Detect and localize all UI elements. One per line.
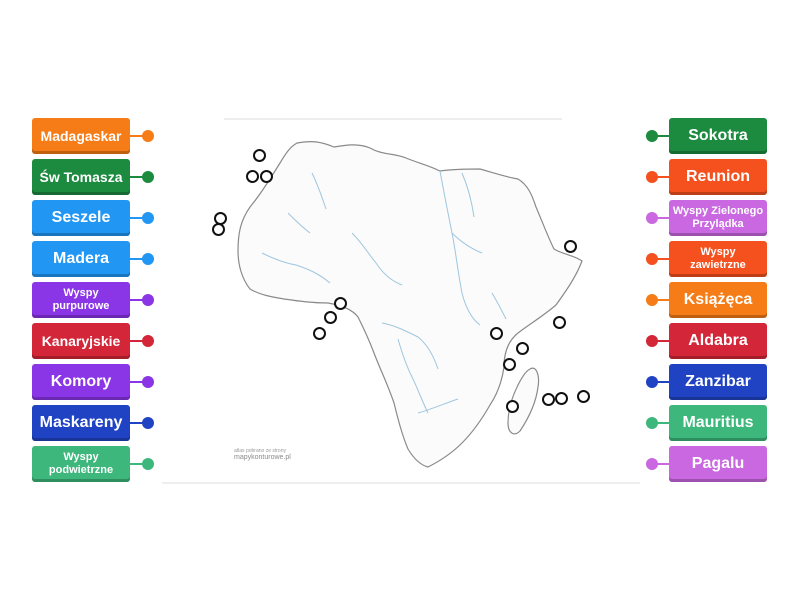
drag-handle-dot[interactable]: [142, 212, 154, 224]
map-target-marker[interactable]: [577, 390, 590, 403]
drag-handle-dot[interactable]: [646, 458, 658, 470]
drag-handle-dot[interactable]: [142, 171, 154, 183]
label-pagalu[interactable]: Pagalu: [669, 446, 767, 482]
drag-handle-dot[interactable]: [142, 253, 154, 265]
label-wyspy-purpurowe[interactable]: Wyspy purpurowe: [32, 282, 130, 318]
label-ksiazeca[interactable]: Książęca: [669, 282, 767, 318]
label-seszele[interactable]: Seszele: [32, 200, 130, 236]
map-target-marker[interactable]: [334, 297, 347, 310]
connector-line: [130, 463, 146, 465]
connector-line: [130, 258, 146, 260]
connector-line: [654, 299, 670, 301]
label-wyspy-zawietrzne[interactable]: Wyspy zawietrzne: [669, 241, 767, 277]
drag-handle-dot[interactable]: [142, 294, 154, 306]
map-target-marker[interactable]: [253, 149, 266, 162]
label-madera[interactable]: Madera: [32, 241, 130, 277]
map-target-marker[interactable]: [324, 311, 337, 324]
connector-line: [654, 258, 670, 260]
label-mauritius[interactable]: Mauritius: [669, 405, 767, 441]
connector-line: [130, 381, 146, 383]
connector-line: [130, 422, 146, 424]
map-target-marker[interactable]: [516, 342, 529, 355]
connector-line: [130, 176, 146, 178]
label-komory[interactable]: Komory: [32, 364, 130, 400]
drag-handle-dot[interactable]: [142, 376, 154, 388]
drag-handle-dot[interactable]: [646, 335, 658, 347]
rivers: [261, 170, 507, 414]
connector-line: [654, 217, 670, 219]
connector-line: [130, 340, 146, 342]
map-target-marker[interactable]: [555, 392, 568, 405]
connector-line: [654, 463, 670, 465]
connector-line: [130, 299, 146, 301]
drag-handle-dot[interactable]: [646, 171, 658, 183]
map-target-marker[interactable]: [506, 400, 519, 413]
drag-handle-dot[interactable]: [646, 376, 658, 388]
map-target-marker[interactable]: [553, 316, 566, 329]
drag-handle-dot[interactable]: [646, 253, 658, 265]
label-reunion[interactable]: Reunion: [669, 159, 767, 195]
connector-line: [130, 217, 146, 219]
drag-handle-dot[interactable]: [142, 130, 154, 142]
label-sw-tomasza[interactable]: Św Tomasza: [32, 159, 130, 195]
label-wyspy-zielonego-przyladka[interactable]: Wyspy Zielonego Przylądka: [669, 200, 767, 236]
map-target-marker[interactable]: [246, 170, 259, 183]
connector-line: [130, 135, 146, 137]
drag-handle-dot[interactable]: [646, 294, 658, 306]
connector-line: [654, 340, 670, 342]
label-maskareny[interactable]: Maskareny: [32, 405, 130, 441]
label-sokotra[interactable]: Sokotra: [669, 118, 767, 154]
drag-handle-dot[interactable]: [142, 458, 154, 470]
connector-line: [654, 176, 670, 178]
drag-handle-dot[interactable]: [142, 417, 154, 429]
label-madagaskar[interactable]: Madagaskar: [32, 118, 130, 154]
drag-handle-dot[interactable]: [646, 417, 658, 429]
map-panel: atlas pobrano ze strony mapykonturowe.pl: [162, 113, 640, 485]
map-credit-site: mapykonturowe.pl: [234, 454, 291, 461]
map-target-marker[interactable]: [260, 170, 273, 183]
label-zanzibar[interactable]: Zanzibar: [669, 364, 767, 400]
map-target-marker[interactable]: [564, 240, 577, 253]
map-target-marker[interactable]: [212, 223, 225, 236]
drag-handle-dot[interactable]: [646, 130, 658, 142]
africa-map: atlas pobrano ze strony mapykonturowe.pl: [162, 113, 640, 485]
map-target-marker[interactable]: [542, 393, 555, 406]
drag-handle-dot[interactable]: [646, 212, 658, 224]
connector-line: [654, 422, 670, 424]
map-target-marker[interactable]: [490, 327, 503, 340]
map-target-marker[interactable]: [503, 358, 516, 371]
map-target-marker[interactable]: [313, 327, 326, 340]
africa-outline: [237, 141, 583, 468]
label-kanaryjskie[interactable]: Kanaryjskie: [32, 323, 130, 359]
connector-line: [654, 135, 670, 137]
connector-line: [654, 381, 670, 383]
label-aldabra[interactable]: Aldabra: [669, 323, 767, 359]
madagascar-outline: [507, 367, 540, 435]
drag-handle-dot[interactable]: [142, 335, 154, 347]
map-credit-line: atlas pobrano ze strony: [234, 448, 286, 454]
label-wyspy-podwietrzne[interactable]: Wyspy podwietrzne: [32, 446, 130, 482]
